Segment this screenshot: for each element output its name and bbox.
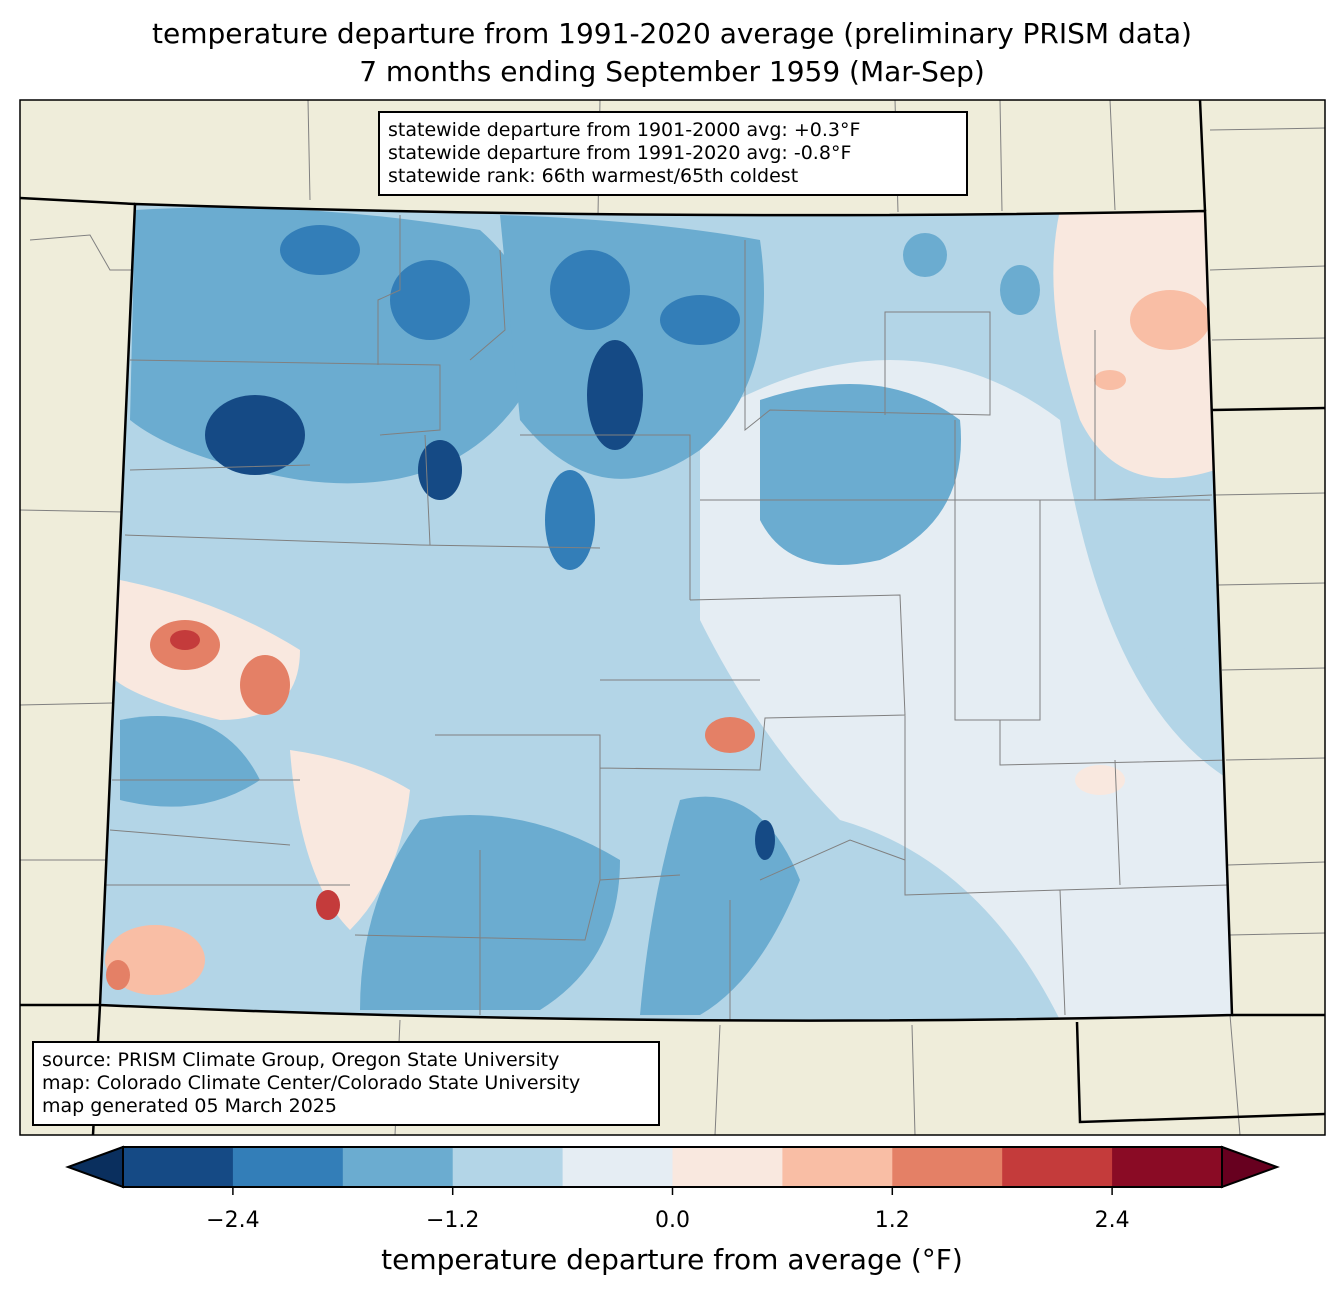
colorbar-bin	[562, 1147, 673, 1187]
source-box: source: PRISM Climate Group, Oregon Stat…	[32, 1041, 660, 1126]
map-frame	[19, 99, 1326, 1136]
colorbar-bin	[782, 1147, 893, 1187]
colorbar-over-arrow	[1221, 1145, 1280, 1189]
colorbar-tick-label: 1.2	[874, 1208, 910, 1233]
colorbar-tick-label: 2.4	[1094, 1208, 1130, 1233]
colorbar-bin	[123, 1147, 234, 1187]
map-credit-line: map: Colorado Climate Center/Colorado St…	[42, 1072, 581, 1094]
generated-date-line: map generated 05 March 2025	[42, 1095, 337, 1117]
stats-rank: statewide rank: 66th warmest/65th coldes…	[388, 165, 799, 187]
colorbar-under-arrow	[65, 1145, 124, 1189]
colorbar-bin	[672, 1147, 783, 1187]
colorbar-bin	[342, 1147, 454, 1187]
stats-departure-1901-2000: statewide departure from 1901-2000 avg: …	[388, 119, 861, 141]
temperature-departure-field	[100, 204, 1232, 1021]
colorbar-tick-label: −1.2	[425, 1208, 480, 1233]
colorbar	[65, 1145, 1280, 1195]
statewide-stats-box: statewide departure from 1901-2000 avg: …	[378, 111, 968, 196]
colorbar-bin	[1112, 1147, 1223, 1187]
county-lines	[105, 215, 1231, 1020]
colorbar-tick-label: −2.4	[206, 1208, 260, 1233]
map-title: temperature departure from 1991-2020 ave…	[152, 17, 1192, 50]
state-borders	[20, 100, 1325, 1135]
map-subtitle: 7 months ending September 1959 (Mar-Sep)	[359, 55, 985, 88]
colorbar-bin	[232, 1147, 344, 1187]
colorbar-label: temperature departure from average (°F)	[381, 1243, 963, 1276]
stats-departure-1991-2020: statewide departure from 1991-2020 avg: …	[388, 142, 852, 164]
colorbar-bin	[452, 1147, 564, 1187]
source-line: source: PRISM Climate Group, Oregon Stat…	[42, 1049, 560, 1071]
colorbar-bin	[1002, 1147, 1113, 1187]
colorbar-bin	[892, 1147, 1003, 1187]
colorbar-tick-label: 0.0	[655, 1208, 690, 1233]
